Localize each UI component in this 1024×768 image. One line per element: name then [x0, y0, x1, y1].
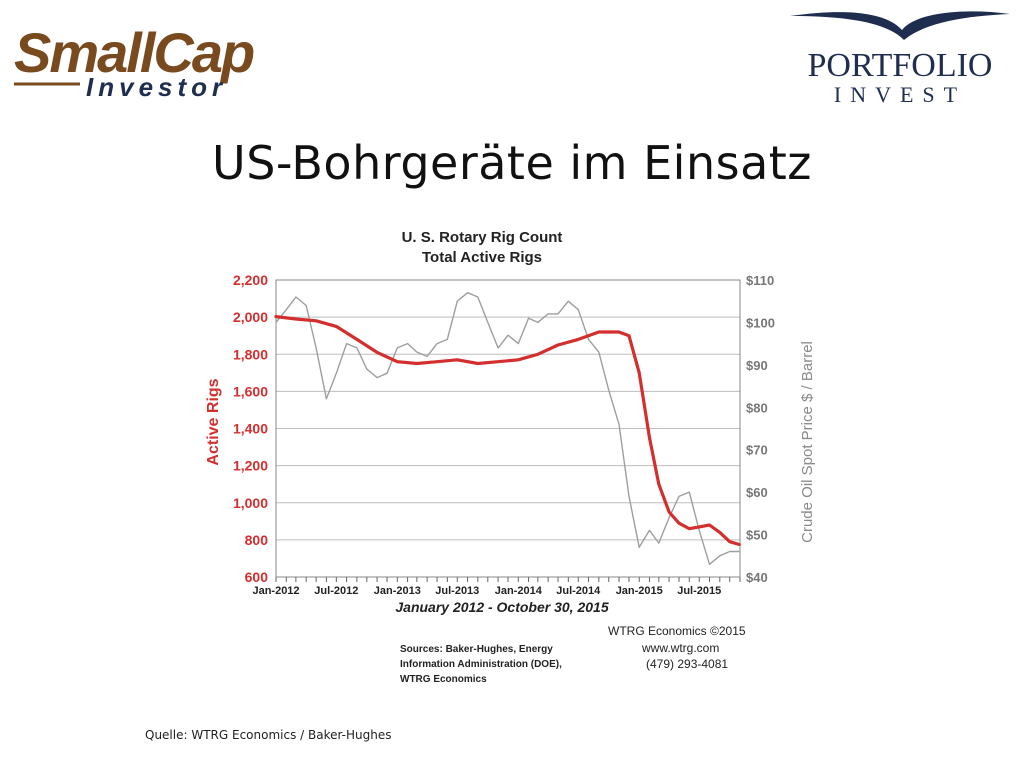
chart-subtitle: Total Active Rigs	[422, 249, 542, 266]
source-line-2: Information Administration (DOE),	[400, 659, 562, 670]
y2-axis-label: Crude Oil Spot Price $ / Barrel	[799, 341, 816, 543]
y2-tick-label: $60	[746, 485, 768, 500]
y-axis-label: Active Rigs	[205, 378, 222, 465]
source-line-1: Sources: Baker-Hughes, Energy	[400, 644, 553, 655]
y2-tick-label: $110	[746, 273, 774, 288]
phone-note: (479) 293-4081	[646, 657, 728, 671]
logo-left-sub: Investor	[86, 72, 227, 102]
x-tick-label: Jan-2012	[252, 585, 299, 597]
rig-count-line	[274, 314, 741, 547]
y2-tick-label: $40	[746, 570, 768, 585]
smallcap-investor-logo: SmallCap Investor	[14, 21, 256, 102]
y2-tick-label: $100	[746, 315, 775, 330]
x-tick-label: Jul-2012	[314, 585, 358, 597]
x-tick-label: Jul-2014	[556, 585, 601, 597]
source-line-3: WTRG Economics	[400, 674, 487, 685]
y-tick-label: 1,400	[233, 421, 268, 437]
y2-tick-label: $50	[746, 528, 768, 543]
y-tick-label: 1,600	[233, 383, 268, 399]
rig-count-chart: U. S. Rotary Rig Count Total Active Rigs…	[205, 229, 816, 685]
series-lines	[274, 291, 741, 565]
portfolio-invest-logo: PORTFOLIO INVEST	[790, 11, 1010, 107]
x-axis-label: January 2012 - October 30, 2015	[395, 599, 608, 615]
y2-tick-label: $80	[746, 400, 768, 415]
y2-tick-label: $90	[746, 358, 768, 373]
x-tick-label: Jul-2015	[677, 585, 721, 597]
source-caption: Quelle: WTRG Economics / Baker-Hughes	[145, 728, 392, 742]
chart-title: U. S. Rotary Rig Count	[402, 229, 563, 246]
x-tick-label: Jan-2015	[616, 585, 663, 597]
y-tick-label: 2,200	[233, 272, 268, 288]
x-tick-label: Jan-2013	[374, 585, 421, 597]
y-tick-label: 1,000	[233, 495, 268, 511]
left-axis-ticks: 600 800 1,000 1,200 1,400 1,600 1,800 2,000 2,20…	[233, 272, 268, 585]
bird-wing-icon	[790, 11, 1010, 40]
x-axis-ticks: Jan-2012 Jul-2012 Jan-2013 Jul-2013 Jan-2014…	[252, 577, 741, 597]
x-tick-label: Jan-2014	[495, 585, 543, 597]
x-tick-label: Jul-2013	[435, 585, 479, 597]
y-tick-label: 800	[245, 532, 269, 548]
y-tick-label: 1,800	[233, 346, 268, 362]
logo-left-main: SmallCap	[14, 21, 254, 84]
logo-right-sub: INVEST	[834, 82, 966, 107]
logo-right-main: PORTFOLIO	[808, 47, 993, 84]
oil-price-line	[275, 291, 740, 565]
slide-title: US-Bohrgeräte im Einsatz	[212, 136, 812, 190]
y-tick-label: 1,200	[233, 458, 268, 474]
right-axis-ticks: $40 $50 $60 $70 $80 $90 $100 $110	[746, 273, 775, 585]
website-note: www.wtrg.com	[641, 641, 719, 655]
y-tick-label: 600	[245, 569, 269, 585]
y-tick-label: 2,000	[233, 309, 268, 325]
y2-tick-label: $70	[746, 443, 768, 458]
copyright-note: WTRG Economics ©2015	[608, 624, 746, 638]
grid-lines	[275, 279, 741, 578]
